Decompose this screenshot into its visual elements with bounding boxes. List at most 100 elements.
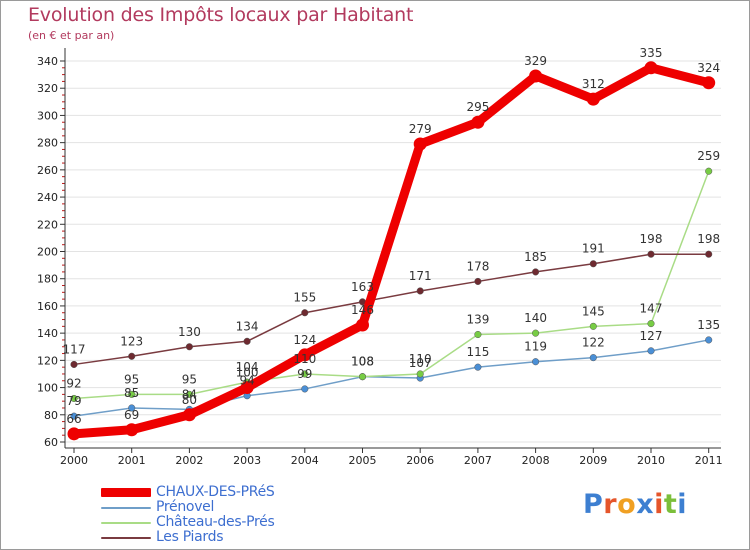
data-point-les-piards <box>647 250 655 258</box>
y-tick-label: 180 <box>37 273 58 286</box>
data-label-ch-teau-des-pr-s: 147 <box>640 302 663 316</box>
data-point-chaux-des-pr-s <box>644 61 658 75</box>
data-label-pr-novel: 115 <box>466 345 489 359</box>
data-label-chaux-des-pr-s: 124 <box>293 333 316 347</box>
data-point-chaux-des-pr-s <box>471 115 485 129</box>
x-tick-label: 2002 <box>175 454 203 467</box>
data-label-les-piards: 163 <box>351 280 374 294</box>
y-tick-label: 140 <box>37 327 58 340</box>
data-label-chaux-des-pr-s: 69 <box>124 408 139 422</box>
chart-subtitle: (en € et par an) <box>28 29 115 42</box>
data-point-les-piards <box>185 343 193 351</box>
data-point-pr-novel <box>474 363 482 371</box>
logo-letter: i <box>677 489 688 520</box>
y-tick-label: 60 <box>44 436 58 449</box>
y-tick-label: 240 <box>37 191 58 204</box>
data-point-ch-teau-des-pr-s <box>70 394 78 403</box>
chart-title: Evolution des Impôts locaux par Habitant <box>28 4 414 26</box>
data-label-pr-novel: 135 <box>697 318 720 332</box>
series-line-chaux-des-pr-s <box>69 63 714 439</box>
data-point-pr-novel <box>301 385 309 393</box>
logo-letter: r <box>603 489 618 520</box>
data-label-chaux-des-pr-s: 329 <box>524 54 547 68</box>
logo-letter: x <box>636 489 655 520</box>
data-label-ch-teau-des-pr-s: 139 <box>466 313 489 327</box>
data-point-les-piards <box>301 309 309 317</box>
y-tick-label: 340 <box>37 55 58 68</box>
series-line-pr-novel <box>73 339 710 417</box>
data-point-chaux-des-pr-s <box>356 318 369 332</box>
data-label-ch-teau-des-pr-s: 259 <box>697 149 720 163</box>
data-label-pr-novel: 94 <box>239 374 254 388</box>
y-tick-label: 160 <box>37 300 58 313</box>
data-point-chaux-des-pr-s <box>586 92 600 106</box>
data-label-pr-novel: 127 <box>640 329 663 343</box>
logo-letter: P <box>583 489 604 520</box>
data-label-ch-teau-des-pr-s: 92 <box>66 376 81 390</box>
y-tick-label: 320 <box>37 82 58 95</box>
data-point-les-piards <box>474 277 482 285</box>
series-line-les-piards <box>73 253 710 366</box>
data-point-pr-novel <box>647 347 655 355</box>
legend-swatch <box>101 537 151 539</box>
data-label-les-piards: 198 <box>640 232 663 246</box>
data-label-chaux-des-pr-s: 80 <box>182 393 197 407</box>
y-tick-label: 80 <box>44 409 58 422</box>
data-point-ch-teau-des-pr-s <box>647 320 655 328</box>
data-label-chaux-des-pr-s: 146 <box>351 303 374 317</box>
y-tick-label: 100 <box>37 382 58 395</box>
data-label-pr-novel: 79 <box>66 394 81 408</box>
data-point-pr-novel <box>70 412 78 420</box>
data-label-pr-novel: 107 <box>409 356 432 370</box>
y-tick-label: 120 <box>37 354 58 367</box>
data-label-ch-teau-des-pr-s: 104 <box>236 360 259 374</box>
x-tick-label: 2008 <box>522 454 550 467</box>
x-tick-label: 2001 <box>118 454 146 467</box>
data-point-chaux-des-pr-s <box>413 137 427 151</box>
y-tick-label: 260 <box>37 164 58 177</box>
data-point-les-piards <box>416 287 424 295</box>
data-point-chaux-des-pr-s <box>702 76 716 90</box>
logo-letter: o <box>617 489 637 520</box>
data-point-pr-novel <box>128 404 136 412</box>
y-tick-label: 280 <box>37 137 58 150</box>
data-point-chaux-des-pr-s <box>182 408 196 422</box>
data-label-ch-teau-des-pr-s: 140 <box>524 311 547 325</box>
legend-label: Château-des-Prés <box>156 514 275 530</box>
legend-label: CHAUX-DES-PRéS <box>156 484 275 500</box>
logo-letter: t <box>663 489 678 520</box>
series-line-ch-teau-des-pr-s <box>73 170 710 400</box>
data-label-ch-teau-des-pr-s: 95 <box>182 372 197 386</box>
data-label-les-piards: 123 <box>120 334 143 348</box>
data-point-chaux-des-pr-s <box>67 427 81 441</box>
x-tick-label: 2003 <box>233 454 261 467</box>
data-point-ch-teau-des-pr-s <box>532 329 540 337</box>
x-tick-label: 2006 <box>406 454 434 467</box>
data-point-ch-teau-des-pr-s <box>474 330 482 339</box>
data-label-chaux-des-pr-s: 279 <box>409 122 432 136</box>
data-point-ch-teau-des-pr-s <box>128 390 136 398</box>
data-label-chaux-des-pr-s: 312 <box>582 77 605 91</box>
data-point-chaux-des-pr-s <box>298 348 312 362</box>
data-point-chaux-des-pr-s <box>529 69 543 83</box>
x-tick-label: 2000 <box>60 454 88 467</box>
data-label-les-piards: 134 <box>236 319 259 333</box>
data-point-pr-novel <box>532 358 540 366</box>
data-label-chaux-des-pr-s: 324 <box>697 61 720 75</box>
legend-label: Prénovel <box>156 499 215 515</box>
logo-letter: i <box>654 489 664 520</box>
proxiti-logo: Proxiti <box>583 489 687 520</box>
data-label-les-piards: 130 <box>178 325 201 339</box>
data-point-les-piards <box>532 268 540 276</box>
data-point-les-piards <box>70 360 78 368</box>
data-point-pr-novel <box>589 354 597 362</box>
data-point-ch-teau-des-pr-s <box>589 322 597 330</box>
data-point-les-piards <box>243 337 251 345</box>
data-point-ch-teau-des-pr-s <box>301 370 309 378</box>
x-tick-label: 2005 <box>349 454 377 467</box>
data-label-les-piards: 198 <box>697 232 720 246</box>
data-point-ch-teau-des-pr-s <box>416 370 424 378</box>
data-point-les-piards <box>589 260 597 268</box>
